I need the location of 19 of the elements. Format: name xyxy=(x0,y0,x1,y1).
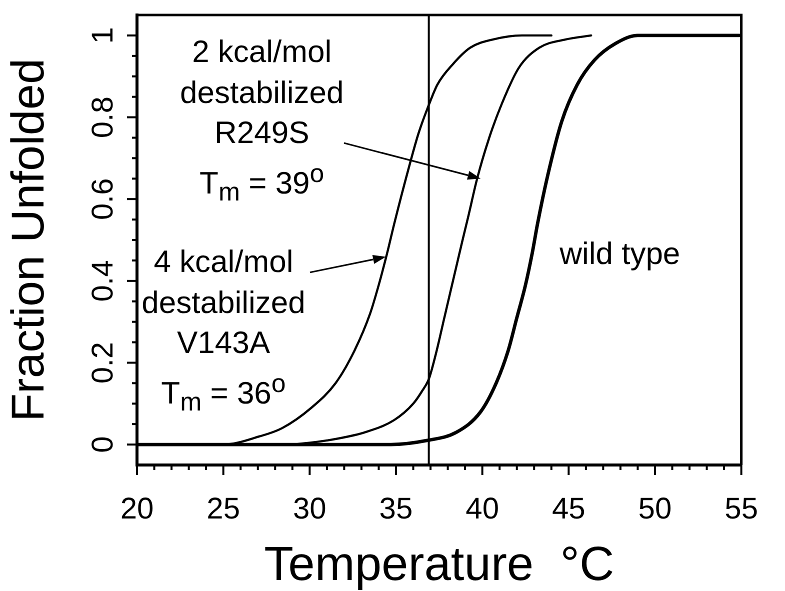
x-tick-label: 30 xyxy=(292,492,326,526)
annotation: 2 kcal/mol destabilized R249S T$_{m}$ = 39$^{o}$ xyxy=(180,33,344,208)
y-axis-title: Fraction Unfolded xyxy=(2,58,54,422)
x-tick-label: 25 xyxy=(206,492,240,526)
y-tick-label: 1 xyxy=(86,27,120,44)
x-tick-label: 50 xyxy=(638,492,672,526)
x-axis-title: Temperature °C xyxy=(264,538,614,591)
y-tick-label: 0.2 xyxy=(86,342,120,384)
y-tick-label: 0.8 xyxy=(86,96,120,138)
x-tick-label: 45 xyxy=(552,492,586,526)
y-tick-label: 0.4 xyxy=(86,260,120,302)
x-tick-label: 40 xyxy=(466,492,500,526)
y-tick-label: 0 xyxy=(86,436,120,453)
x-tick-label: 20 xyxy=(120,492,154,526)
x-tick-label: 55 xyxy=(724,492,758,526)
x-tick-label: 35 xyxy=(379,492,413,526)
y-tick-label: 0.6 xyxy=(86,178,120,220)
series-label: wild type xyxy=(560,236,680,272)
annotation: 4 kcal/mol destabilized V143A T$_{m}$ = 36$^{o}$ xyxy=(142,243,306,418)
